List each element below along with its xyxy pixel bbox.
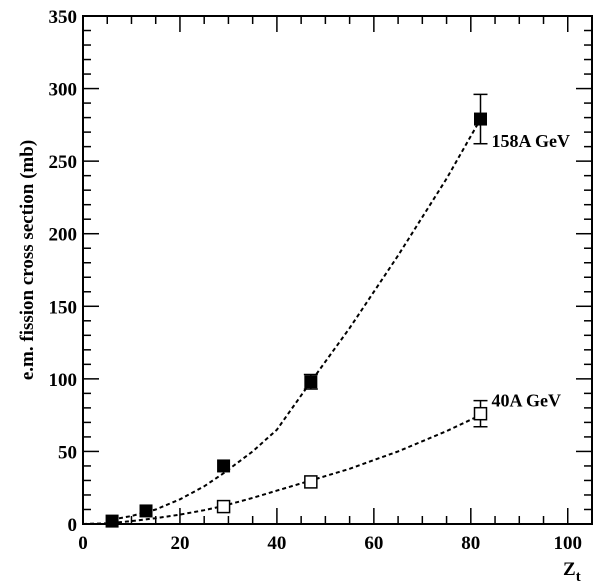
x-tick-labels: 0 20 40 60 80 100 (78, 533, 582, 554)
y-tick-label: 250 (49, 152, 78, 173)
y-tick-label: 150 (49, 297, 78, 318)
y-tick-label: 300 (49, 80, 78, 101)
data-point-filled-square (105, 514, 119, 528)
x-tick-label: 0 (78, 533, 88, 554)
x-tick-label: 80 (461, 533, 480, 554)
fit-curve-2 (82, 414, 481, 525)
y-tick-label: 50 (58, 442, 77, 463)
y-tick-label: 0 (68, 515, 78, 536)
fit-curve-1 (111, 118, 482, 521)
y-tick-label: 100 (49, 370, 78, 391)
data-point-filled-square (304, 375, 318, 389)
x-tick-label: 100 (554, 533, 583, 554)
series-labels: 158A GeV 40A GeV (492, 131, 571, 411)
data-point-open-square (304, 475, 318, 489)
axis-ticks (82, 15, 593, 525)
series-label-1: 158A GeV (492, 131, 571, 151)
data-point-filled-square (474, 112, 488, 126)
fit-curves (82, 118, 482, 525)
data-point-filled-square (139, 504, 153, 518)
series-label-2: 40A GeV (492, 391, 562, 411)
x-axis-title: Zt (563, 559, 581, 585)
y-tick-labels: 0 50 100 150 200 250 300 350 (49, 7, 78, 536)
y-axis-title: e.m. fission cross section (mb) (17, 140, 38, 380)
x-tick-label: 40 (267, 533, 286, 554)
plot-frame (82, 15, 593, 525)
data-point-open-square (216, 499, 231, 514)
x-tick-label: 20 (170, 533, 189, 554)
x-tick-label: 60 (364, 533, 383, 554)
data-point-open-square (473, 406, 488, 421)
data-point-filled-square (217, 459, 231, 473)
data-points (105, 93, 488, 528)
y-tick-label: 200 (49, 225, 78, 246)
y-tick-label: 350 (49, 7, 78, 28)
